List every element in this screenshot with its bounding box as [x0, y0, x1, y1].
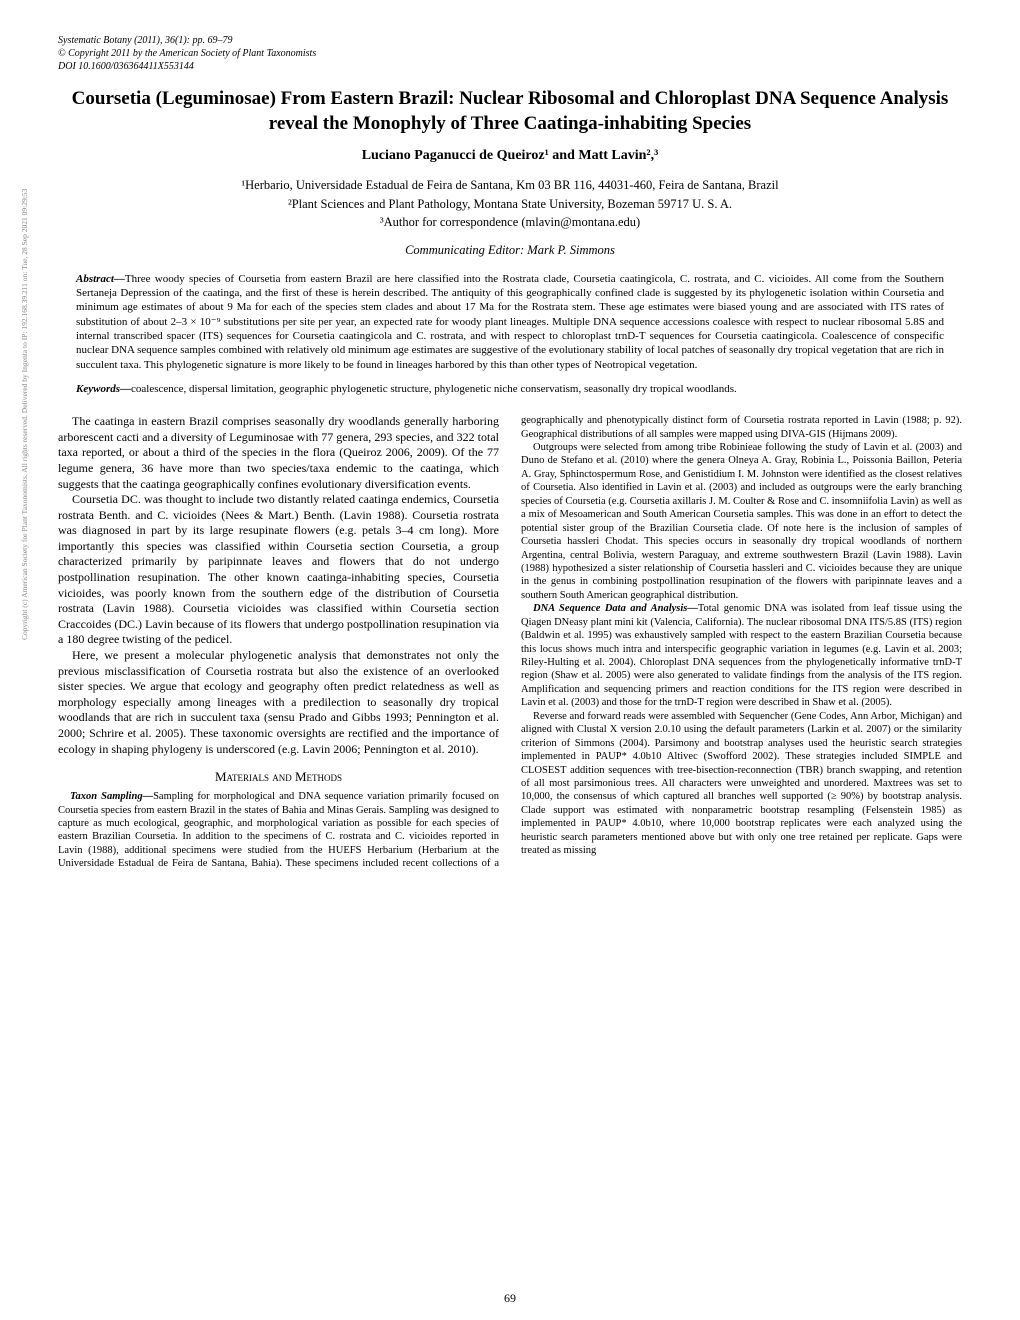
journal-header: Systematic Botany (2011), 36(1): pp. 69–…: [58, 34, 962, 73]
abstract: Abstract—Three woody species of Courseti…: [76, 272, 944, 372]
runin-heading: DNA Sequence Data and Analysis—: [533, 603, 698, 614]
journal-line: Systematic Botany (2011), 36(1): pp. 69–…: [58, 34, 962, 47]
methods-paragraph: Outgroups were selected from among tribe…: [521, 441, 962, 602]
affiliation: ¹Herbario, Universidade Estadual de Feir…: [58, 176, 962, 194]
keywords-text: coalescence, dispersal limitation, geogr…: [131, 383, 737, 395]
page-number: 69: [0, 1291, 1020, 1306]
affiliation: ³Author for correspondence (mlavin@monta…: [58, 213, 962, 231]
affiliation: ²Plant Sciences and Plant Pathology, Mon…: [58, 195, 962, 213]
abstract-label: Abstract—: [76, 273, 125, 285]
authors: Luciano Paganucci de Queiroz¹ and Matt L…: [58, 148, 962, 164]
body-paragraph: The caatinga in eastern Brazil comprises…: [58, 414, 499, 492]
keywords-label: Keywords—: [76, 383, 131, 395]
keywords: Keywords—coalescence, dispersal limitati…: [76, 382, 944, 396]
article-title: Coursetia (Leguminosae) From Eastern Bra…: [58, 87, 962, 136]
methods-text: Total genomic DNA was isolated from leaf…: [521, 603, 962, 708]
body-columns: The caatinga in eastern Brazil comprises…: [58, 414, 962, 871]
runin-heading: Taxon Sampling—: [70, 791, 153, 802]
methods-paragraph: Reverse and forward reads were assembled…: [521, 710, 962, 858]
watermark-sidetext: Copyright (c) American Society for Plant…: [20, 189, 29, 640]
body-paragraph: Here, we present a molecular phylogeneti…: [58, 648, 499, 757]
affiliations: ¹Herbario, Universidade Estadual de Feir…: [58, 176, 962, 230]
section-heading-methods: Materials and Methods: [58, 769, 499, 786]
methods-paragraph: DNA Sequence Data and Analysis—Total gen…: [521, 602, 962, 710]
journal-line: © Copyright 2011 by the American Society…: [58, 47, 962, 60]
journal-line: DOI 10.1600/036364411X553144: [58, 60, 962, 73]
abstract-text: Three woody species of Coursetia from ea…: [76, 273, 944, 371]
communicating-editor: Communicating Editor: Mark P. Simmons: [58, 243, 962, 258]
body-paragraph: Coursetia DC. was thought to include two…: [58, 492, 499, 648]
